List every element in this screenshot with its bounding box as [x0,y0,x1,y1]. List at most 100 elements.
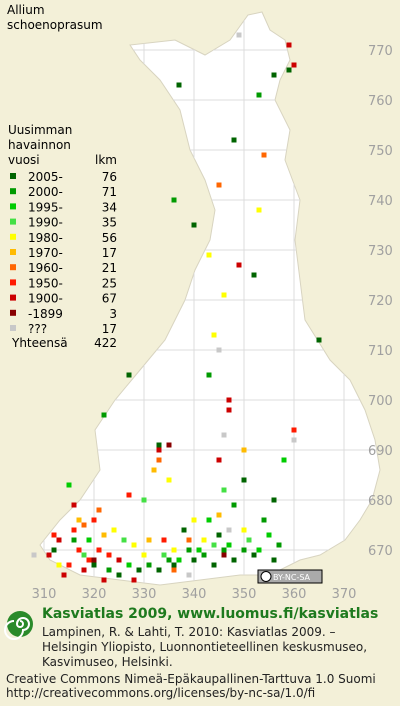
legend-label: 1960- [28,261,63,275]
legend-count: 17 [102,322,117,336]
observation-cell [216,512,222,518]
observation-cell [261,517,267,523]
observation-cell [316,337,322,343]
observation-cell [251,272,257,278]
x-tick-label: 330 [132,587,157,602]
observation-cell [201,537,207,543]
legend-swatch [10,218,16,225]
legend-swatch [10,309,16,316]
observation-cell [266,532,272,538]
observation-cell [131,577,137,583]
observation-cell [116,572,122,578]
observation-cell [241,527,247,533]
observation-cell [81,522,87,528]
observation-cell [191,517,197,523]
legend-count: 67 [102,292,117,306]
legend-swatch [10,294,16,301]
x-tick-label: 370 [332,587,357,602]
observation-cell [216,347,222,353]
observation-cell [66,562,72,568]
observation-cell [236,262,242,268]
y-tick-label: 770 [368,44,393,59]
legend-count: 3 [109,307,117,321]
logo-disc [7,611,33,637]
observation-cell [161,552,167,558]
y-tick-label: 760 [368,94,393,109]
observation-cell [141,552,147,558]
badge-text: BY-NC-SA [273,573,311,582]
legend-label: 1970- [28,246,63,260]
legend-count-heading: lkm [95,153,117,167]
observation-cell [271,557,277,563]
observation-cell [86,537,92,543]
observation-cell [141,497,147,503]
observation-cell [191,557,197,563]
observation-cell [286,42,292,48]
observation-cell [216,182,222,188]
observation-cell [31,552,37,558]
observation-cell [146,537,152,543]
observation-cell [276,542,282,548]
observation-cell [76,547,82,553]
observation-cell [226,407,232,413]
logo-spiral [4,617,30,640]
x-tick-label: 360 [282,587,307,602]
legend-count: 17 [102,246,117,260]
observation-cell [71,502,77,508]
observation-cell [271,497,277,503]
observation-cell [61,572,67,578]
legend-label: -1899 [28,307,63,321]
legend-swatch [10,279,16,286]
observation-cell [101,532,107,538]
legend-count: 71 [102,185,117,199]
observation-cell [231,502,237,508]
observation-cell [216,532,222,538]
y-tick-label: 680 [368,494,393,509]
legend-count: 21 [102,261,117,275]
y-tick-label: 750 [368,144,393,159]
observation-cell [196,547,202,553]
observation-cell [101,412,107,418]
observation-cell [286,67,292,73]
observation-cell [156,442,162,448]
observation-cell [186,547,192,553]
legend-heading: vuosi [8,153,40,167]
legend-label: 1990- [28,216,63,230]
observation-cell [156,567,162,573]
observation-cell [226,527,232,533]
legend: 2005- 76 2000- 71 1995- 34 1990- 35 1980- 56 1970-… [10,170,117,336]
legend-swatch [10,249,16,255]
observation-cell [256,547,262,553]
citation: Lampinen, R. & Lahti, T. 2010: Kasviatla… [42,625,336,639]
y-tick-label: 670 [368,544,393,559]
observation-cell [241,547,247,553]
x-tick-label: 320 [82,587,107,602]
observation-cell [241,447,247,453]
observation-cell [156,447,162,453]
observation-cell [91,562,97,568]
observation-cell [211,562,217,568]
observation-cell [221,547,227,553]
observation-cell [81,567,87,573]
observation-cell [166,442,172,448]
y-tick-label: 690 [368,444,393,459]
observation-cell [251,552,257,558]
observation-cell [86,557,92,563]
observation-cell [46,552,52,558]
observation-cell [81,552,87,558]
observation-cell [91,517,97,523]
observation-cell [231,557,237,563]
observation-cell [96,507,102,513]
x-tick-label: 350 [232,587,257,602]
legend-heading: Uusimman [8,123,72,137]
license-badge: BY-NC-SA [257,569,323,584]
observation-cell [256,92,262,98]
observation-cell [176,82,182,88]
observation-cell [221,292,227,298]
observation-cell [241,477,247,483]
observation-cell [291,427,297,433]
legend-label: 1900- [28,292,63,306]
y-tick-label: 700 [368,394,393,409]
footer-heading: Kasviatlas 2009, www.luomus.fi/kasviatla… [42,606,378,622]
